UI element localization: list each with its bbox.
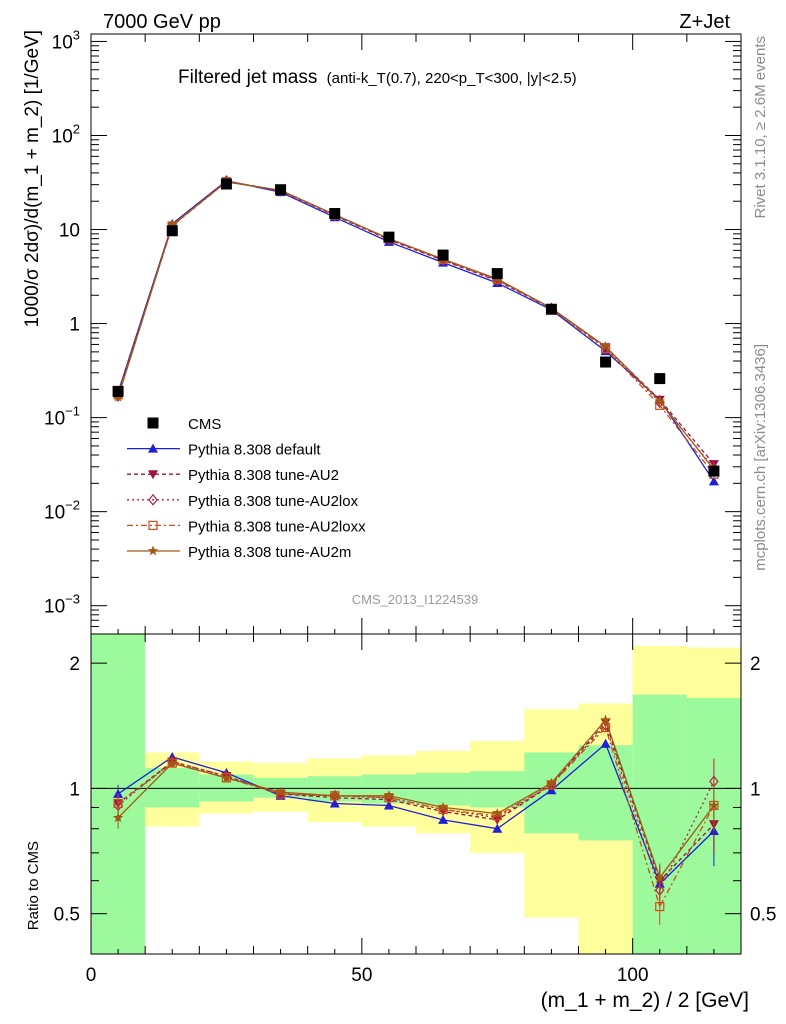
y-tick-label-ratio-right: 1 bbox=[750, 779, 761, 800]
ratio-point-au2loxx bbox=[655, 901, 665, 912]
ratio-point-au2m bbox=[437, 801, 449, 812]
analysis-watermark: CMS_2013_I1224539 bbox=[352, 592, 479, 607]
y-tick-label-ratio-right: 0.5 bbox=[750, 905, 776, 926]
y-tick-label-ratio-right: 2 bbox=[750, 654, 761, 675]
legend-marker-au2loxx bbox=[148, 520, 158, 531]
x-tick-label: 50 bbox=[351, 965, 372, 986]
band-inner-bin bbox=[145, 767, 200, 808]
point-cms bbox=[275, 184, 287, 196]
side-label-mcplots: mcplots.cern.ch [arXiv:1306.3436] bbox=[752, 344, 769, 571]
legend-marker-default bbox=[148, 443, 158, 453]
y-tick-label-ratio-left: 1 bbox=[69, 779, 80, 800]
legend-label-cms: CMS bbox=[188, 416, 221, 433]
ratio-line-au2lox bbox=[117, 723, 715, 892]
point-cms bbox=[329, 208, 341, 220]
ratio-uncertainty-bands bbox=[91, 634, 741, 954]
ratio-line-au2m bbox=[117, 718, 715, 880]
legend-marker-au2m bbox=[147, 545, 159, 556]
plot-title-sub: (anti-k_T(0.7), 220<p_T<300, |y|<2.5) bbox=[327, 70, 577, 87]
side-label-rivet: Rivet 3.1.10, ≥ 2.6M events bbox=[752, 36, 769, 219]
series-line-au2m bbox=[117, 181, 715, 471]
plot-title: Filtered jet mass (anti-k_T(0.7), 220<p_… bbox=[178, 67, 577, 88]
point-default bbox=[708, 476, 719, 486]
point-cms bbox=[708, 465, 720, 477]
legend-label-au2m: Pythia 8.308 tune-AU2m bbox=[188, 544, 351, 561]
ratio-point-au2m bbox=[167, 757, 178, 768]
y-tick-label-ratio-left: 0.5 bbox=[54, 905, 80, 926]
y-tick-label-main: 10 bbox=[59, 221, 80, 242]
ratio-point-default bbox=[329, 798, 340, 808]
ratio-point-au2m bbox=[600, 714, 611, 725]
point-cms bbox=[437, 249, 449, 261]
y-tick-label-main: 1 bbox=[69, 315, 80, 336]
ratio-point-au2m bbox=[546, 777, 557, 788]
y-axis-label-ratio: Ratio to CMS bbox=[25, 841, 42, 930]
y-tick-label-main: 103 bbox=[52, 27, 80, 53]
y-tick-label-main: 10−1 bbox=[44, 404, 80, 430]
legend-label-au2loxx: Pythia 8.308 tune-AU2loxx bbox=[188, 518, 366, 535]
legend: CMS Pythia 8.308 default Pythia 8.308 tune… bbox=[127, 416, 366, 561]
band-inner-bin bbox=[416, 772, 471, 806]
point-au2m bbox=[167, 219, 178, 230]
ratio-point-au2m bbox=[112, 812, 124, 823]
ratio-point-au2m bbox=[654, 872, 665, 883]
ratio-plot-ticks: 0 50 100 0.5 0.5 1 1 2 2 bbox=[54, 634, 776, 986]
ratio-point-default bbox=[383, 800, 394, 810]
y-tick-label-main: 10−3 bbox=[44, 592, 80, 618]
ratio-line-default bbox=[117, 742, 715, 885]
header-process: Z+Jet bbox=[679, 11, 730, 33]
ratio-point-au2 bbox=[492, 815, 503, 825]
ratio-point-au2m bbox=[708, 800, 720, 810]
band-inner-bin bbox=[578, 745, 633, 841]
legend-label-au2: Pythia 8.308 tune-AU2 bbox=[188, 467, 339, 484]
point-cms bbox=[600, 356, 612, 368]
legend-marker-au2 bbox=[148, 470, 158, 480]
legend-marker-cms bbox=[147, 417, 159, 429]
main-plot-series bbox=[112, 175, 720, 486]
ratio-point-default bbox=[438, 814, 449, 824]
header-energy: 7000 GeV pp bbox=[103, 11, 221, 33]
legend-label-default: Pythia 8.308 default bbox=[188, 442, 321, 459]
series-line-default bbox=[117, 180, 715, 482]
legend-marker-au2lox bbox=[148, 493, 158, 506]
ratio-point-default bbox=[113, 788, 124, 798]
point-au2m bbox=[600, 341, 611, 351]
plot-title-main: Filtered jet mass bbox=[178, 67, 317, 88]
ratio-point-au2m bbox=[275, 786, 286, 797]
ratio-point-au2m bbox=[329, 790, 340, 801]
x-axis-label: (m_1 + m_2) / 2 [GeV] bbox=[541, 989, 749, 1012]
y-axis-label-main: 1000/σ 2dσ)/d(m_1 + m_2) [1/GeV] bbox=[22, 30, 43, 328]
point-cms bbox=[220, 178, 232, 190]
ratio-point-au2m bbox=[221, 772, 232, 783]
point-cms bbox=[491, 268, 503, 280]
legend-label-au2lox: Pythia 8.308 tune-AU2lox bbox=[188, 493, 359, 510]
band-inner-bin bbox=[470, 771, 525, 808]
ratio-point-au2m bbox=[383, 790, 395, 801]
y-tick-label-main: 102 bbox=[52, 121, 80, 147]
ratio-point-default bbox=[492, 823, 503, 833]
point-cms bbox=[654, 373, 666, 385]
point-cms bbox=[112, 385, 124, 397]
point-cms bbox=[166, 225, 178, 237]
ratio-point-au2m bbox=[492, 808, 503, 818]
y-tick-label-main: 10−2 bbox=[44, 498, 80, 524]
point-cms bbox=[383, 231, 395, 243]
point-au2m bbox=[654, 395, 665, 406]
ratio-plot-series bbox=[112, 714, 720, 925]
y-tick-label-ratio-left: 2 bbox=[69, 654, 80, 675]
ratio-point-default bbox=[600, 738, 611, 748]
x-tick-label: 0 bbox=[86, 965, 97, 986]
x-tick-label: 100 bbox=[617, 965, 649, 986]
point-cms bbox=[545, 303, 557, 315]
